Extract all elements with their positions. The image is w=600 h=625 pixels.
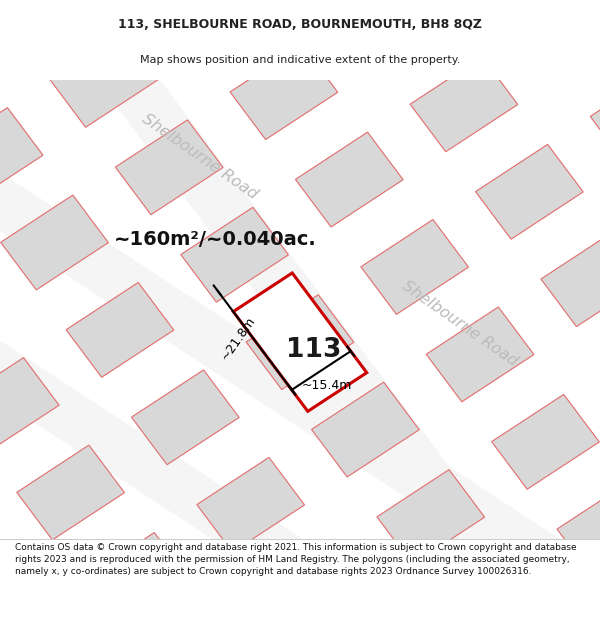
Polygon shape [246,295,354,389]
Polygon shape [164,0,272,52]
Polygon shape [131,370,239,465]
Polygon shape [233,273,367,411]
Polygon shape [0,285,600,625]
Text: ~160m²/~0.040ac.: ~160m²/~0.040ac. [113,229,316,249]
Polygon shape [410,57,518,152]
Polygon shape [197,458,305,552]
Text: Shelbourne Road: Shelbourne Road [400,278,520,369]
Polygon shape [50,32,158,128]
Polygon shape [476,144,583,239]
Polygon shape [17,445,124,540]
Polygon shape [541,232,600,327]
Polygon shape [590,69,600,164]
Polygon shape [262,545,370,625]
Text: Contains OS data © Crown copyright and database right 2021. This information is : Contains OS data © Crown copyright and d… [15,543,577,576]
Polygon shape [230,45,338,139]
Polygon shape [1,195,109,290]
Polygon shape [377,469,485,564]
Polygon shape [181,208,289,302]
Polygon shape [66,282,174,378]
Text: ~15.4m: ~15.4m [302,379,352,392]
Text: 113, SHELBOURNE ROAD, BOURNEMOUTH, BH8 8QZ: 113, SHELBOURNE ROAD, BOURNEMOUTH, BH8 8… [118,18,482,31]
Polygon shape [491,394,599,489]
Text: Shelbourne Road: Shelbourne Road [140,111,260,202]
Polygon shape [0,116,600,625]
Polygon shape [426,307,534,402]
Polygon shape [361,219,469,314]
Polygon shape [525,0,600,77]
Polygon shape [0,107,43,202]
Polygon shape [0,608,75,625]
Polygon shape [295,132,403,227]
Polygon shape [0,0,92,40]
Polygon shape [557,482,600,577]
Text: Map shows position and indicative extent of the property.: Map shows position and indicative extent… [140,55,460,65]
Polygon shape [311,382,419,477]
Polygon shape [148,620,255,625]
Polygon shape [115,120,223,215]
Polygon shape [345,0,452,64]
Text: 113: 113 [286,337,341,362]
Polygon shape [0,357,59,452]
Polygon shape [0,520,10,615]
Polygon shape [442,557,550,625]
Text: ~21.8m: ~21.8m [218,314,258,362]
Polygon shape [82,532,190,625]
